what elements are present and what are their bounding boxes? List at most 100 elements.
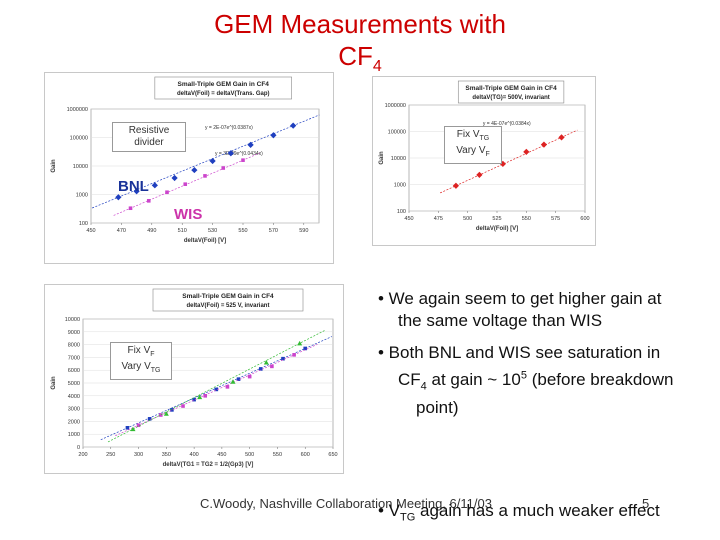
data-point <box>241 158 245 162</box>
data-point <box>115 194 122 201</box>
data-point <box>130 426 136 432</box>
y-tick-label: 100 <box>397 209 406 215</box>
y-tick-label: 4000 <box>68 394 80 400</box>
data-point <box>183 182 188 186</box>
bullet-3: • VTG again has a much weaker effect <box>378 500 698 528</box>
chart-title-box <box>152 288 304 312</box>
data-point <box>290 122 297 129</box>
x-tick-label: 470 <box>117 228 126 234</box>
chart-subtitle: deltaV(Foil) = 525 V, invariant <box>187 303 270 309</box>
data-point <box>151 182 158 189</box>
y-tick-label: 100000 <box>388 130 406 136</box>
x-tick-label: 510 <box>178 228 187 234</box>
bullet-2-line-1: • Both BNL and WIS see saturation in <box>378 343 661 362</box>
chart-title-box <box>457 80 565 104</box>
trend-line <box>92 114 320 209</box>
fix-vf-callout: Fix VF Vary VTG <box>110 342 172 380</box>
resistive-divider-text: Resistive divider <box>128 125 170 148</box>
bullet-3-pre: • V <box>378 501 401 520</box>
data-point <box>147 417 152 421</box>
data-point <box>225 385 230 389</box>
y-tick-label: 10000 <box>391 156 406 162</box>
y-tick-label: 7000 <box>68 355 80 361</box>
bullet-1-line-1: • We again seem to get higher gain at <box>378 289 662 308</box>
data-point <box>181 404 185 408</box>
data-point <box>258 367 263 371</box>
bullet-2-sup: 5 <box>520 369 527 381</box>
x-tick-label: 250 <box>106 452 115 458</box>
x-axis-label: deltaV(Foil) [V] <box>476 226 518 232</box>
fix-vtg-callout: Fix VTG Vary VF <box>444 126 502 164</box>
chart-title: Small-Triple GEM Gain in CF4 <box>178 81 270 88</box>
x-tick-label: 650 <box>328 452 337 458</box>
data-point <box>146 199 151 203</box>
y-axis-label: Gain <box>51 376 57 390</box>
data-point <box>221 166 226 170</box>
y-tick-label: 1000 <box>68 432 80 438</box>
data-point <box>297 340 303 346</box>
resistive-divider-callout: Resistive divider <box>112 122 186 152</box>
x-tick-label: 450 <box>404 216 413 222</box>
y-tick-label: 10000 <box>73 164 88 170</box>
bullet-3-sub: TG <box>400 511 416 524</box>
data-point <box>281 356 285 361</box>
bullet-2: • Both BNL and WIS see saturation in CF4… <box>378 342 698 419</box>
chart-subtitle: deltaV(TG)= 500V, invariant <box>472 95 549 101</box>
y-tick-label: 1000 <box>76 193 88 199</box>
data-point <box>191 166 198 174</box>
fix-vf-fix-sub: F <box>150 351 155 358</box>
bullet-2-cf: CF <box>398 369 421 389</box>
bullet-2-mid: at gain ~ 10 <box>426 369 521 389</box>
x-tick-label: 575 <box>551 216 560 222</box>
data-point <box>128 206 133 211</box>
title-main: GEM Measurements with <box>214 9 506 39</box>
y-tick-label: 100 <box>79 221 88 227</box>
data-point <box>214 387 219 392</box>
chart-fix-vf: Small-Triple GEM Gain in CF4 deltaV(Foil)… <box>51 288 338 468</box>
x-tick-label: 500 <box>245 452 254 458</box>
y-tick-label: 3000 <box>68 407 80 413</box>
x-tick-label: 450 <box>217 452 226 458</box>
x-axis-label: deltaV(TG1 = TG2 = 1/2(Gp3) [V] <box>163 462 254 468</box>
x-tick-label: 600 <box>301 452 310 458</box>
data-point <box>236 377 241 381</box>
fit-label: y = 2E-07e^(0.0387x) <box>205 125 253 131</box>
chart-title: Small-Triple GEM Gain in CF4 <box>182 293 274 300</box>
x-tick-label: 570 <box>269 228 278 234</box>
slide-number: 5 <box>642 496 650 511</box>
x-tick-label: 200 <box>78 452 87 458</box>
fix-vtg-fix-sub: TG <box>479 135 490 142</box>
fix-vtg-fix: Fix V <box>456 129 480 140</box>
fit-label: y = 4E-07e^(0.0384x) <box>483 121 531 127</box>
bnl-label: BNL <box>118 178 149 195</box>
chart-bnl-wis: Small-Triple GEM Gain in CF4 deltaV(Foil)… <box>51 76 320 244</box>
trend-line <box>439 129 578 194</box>
fix-vtg-vary: Vary V <box>456 145 486 156</box>
data-point <box>230 379 236 384</box>
x-axis-label: deltaV(Foil) [V] <box>184 238 226 244</box>
x-tick-label: 350 <box>162 452 171 458</box>
chart-fix-vf-panel: Small-Triple GEM Gain in CF4 deltaV(Foil)… <box>44 284 344 474</box>
x-tick-label: 450 <box>86 228 95 234</box>
footer-text: C.Woody, Nashville Collaboration Meeting… <box>200 496 492 511</box>
x-tick-label: 300 <box>134 452 143 458</box>
y-tick-label: 6000 <box>68 368 80 374</box>
x-tick-label: 550 <box>238 228 247 234</box>
bullet-2-line-2: CF4 at gain ~ 105 (before breakdown <box>378 369 673 392</box>
data-point <box>292 353 296 357</box>
y-axis-label: Gain <box>379 151 385 165</box>
x-tick-label: 590 <box>299 228 308 234</box>
x-tick-label: 490 <box>147 228 156 234</box>
bullet-1: • We again seem to get higher gain at th… <box>378 288 698 332</box>
data-point <box>136 423 141 428</box>
x-tick-label: 550 <box>273 452 282 458</box>
title-cf: CF <box>338 41 373 71</box>
fit-label: y = 3E-09e^(0.0434x) <box>215 151 263 157</box>
y-tick-label: 9000 <box>68 330 80 336</box>
y-tick-label: 2000 <box>68 419 80 425</box>
y-tick-label: 8000 <box>68 343 80 349</box>
chart-title: Small-Triple GEM Gain in CF4 <box>465 85 557 92</box>
data-point <box>263 360 269 365</box>
fix-vtg-vary-sub: F <box>485 151 490 158</box>
data-point <box>170 408 174 412</box>
